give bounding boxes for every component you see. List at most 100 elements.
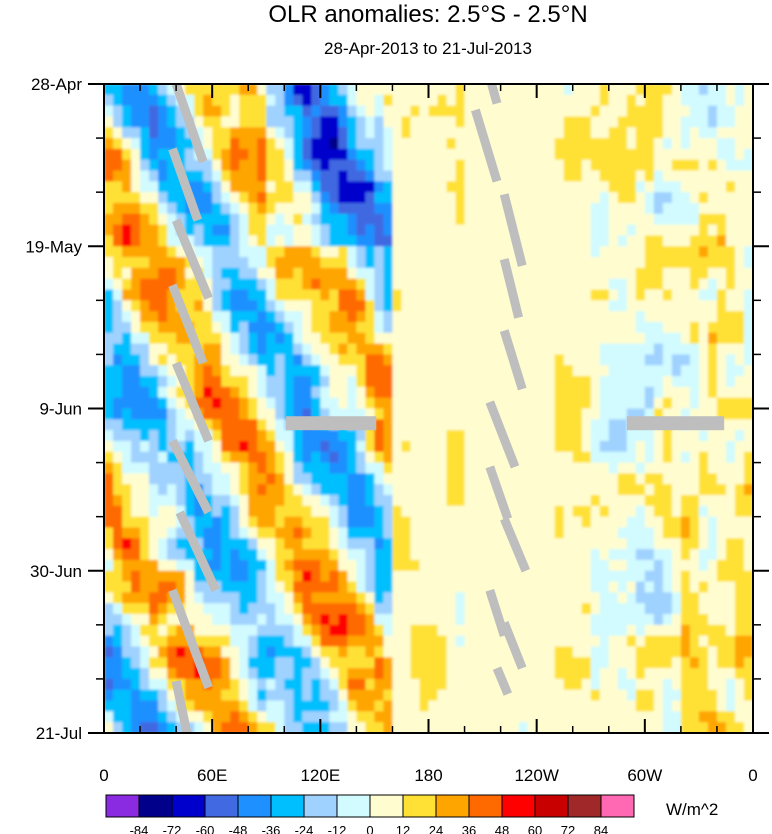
heatmap-cell bbox=[509, 397, 520, 410]
heatmap-cell bbox=[590, 473, 601, 485]
heatmap-cell bbox=[365, 462, 376, 474]
heatmap-cell bbox=[347, 689, 357, 702]
heatmap-cell bbox=[284, 235, 294, 247]
heatmap-cell bbox=[581, 365, 592, 377]
heatmap-cell bbox=[167, 192, 177, 204]
heatmap-cell bbox=[104, 159, 114, 172]
heatmap-cell bbox=[536, 138, 547, 150]
heatmap-cell bbox=[536, 354, 547, 366]
heatmap-cell bbox=[734, 246, 745, 258]
heatmap-cell bbox=[356, 527, 366, 539]
heatmap-cell bbox=[401, 202, 412, 215]
heatmap-cell bbox=[158, 624, 168, 637]
heatmap-cell bbox=[392, 689, 403, 702]
heatmap-cell bbox=[104, 94, 114, 107]
heatmap-cell bbox=[662, 289, 673, 301]
heatmap-cell bbox=[518, 462, 529, 474]
heatmap-cell bbox=[491, 462, 502, 474]
heatmap-cell bbox=[419, 722, 430, 733]
heatmap-cell bbox=[257, 235, 267, 247]
heatmap-cell bbox=[446, 376, 457, 388]
heatmap-cell bbox=[338, 624, 348, 637]
heatmap-cell bbox=[356, 473, 366, 485]
heatmap-cell bbox=[716, 332, 727, 345]
heatmap-cell bbox=[635, 321, 646, 334]
heatmap-cell bbox=[383, 94, 394, 107]
heatmap-cell bbox=[491, 722, 502, 733]
heatmap-cell bbox=[635, 646, 646, 658]
heatmap-cell bbox=[455, 170, 466, 182]
heatmap-cell bbox=[257, 603, 267, 615]
heatmap-cell bbox=[338, 451, 348, 464]
heatmap-cell bbox=[383, 224, 394, 237]
heatmap-cell bbox=[131, 559, 141, 572]
heatmap-cell bbox=[104, 538, 114, 550]
heatmap-cell bbox=[698, 505, 709, 518]
heatmap-cell bbox=[266, 332, 276, 345]
heatmap-cell bbox=[581, 148, 592, 161]
heatmap-cell bbox=[428, 365, 439, 377]
heatmap-cell bbox=[662, 592, 673, 604]
heatmap-cell bbox=[689, 516, 700, 529]
heatmap-cell bbox=[266, 495, 276, 507]
heatmap-cell bbox=[536, 451, 547, 464]
heatmap-cell bbox=[122, 430, 132, 442]
heatmap-cell bbox=[203, 614, 213, 626]
heatmap-cell bbox=[419, 603, 430, 615]
heatmap-cell bbox=[689, 332, 700, 345]
heatmap-cell bbox=[419, 159, 430, 172]
heatmap-cell bbox=[140, 181, 150, 193]
heatmap-cell bbox=[347, 624, 357, 637]
heatmap-cell bbox=[392, 278, 403, 291]
heatmap-cell bbox=[482, 408, 493, 420]
heatmap-cell bbox=[617, 332, 628, 345]
heatmap-cell bbox=[635, 300, 646, 312]
heatmap-cell bbox=[635, 159, 646, 172]
heatmap-cell bbox=[671, 224, 682, 237]
heatmap-cell bbox=[347, 538, 357, 550]
heatmap-cell bbox=[419, 689, 430, 702]
heatmap-cell bbox=[167, 657, 177, 669]
heatmap-cell bbox=[257, 213, 267, 226]
heatmap-cell bbox=[509, 202, 520, 215]
heatmap-cell bbox=[698, 581, 709, 593]
heatmap-cell bbox=[302, 321, 312, 334]
heatmap-cell bbox=[446, 516, 457, 529]
heatmap-cell bbox=[437, 397, 448, 410]
heatmap-cell bbox=[365, 430, 376, 442]
heatmap-cell bbox=[653, 267, 664, 280]
heatmap-cell bbox=[527, 202, 538, 215]
heatmap-cell bbox=[410, 170, 421, 182]
heatmap-cell bbox=[743, 473, 753, 485]
heatmap-cell bbox=[464, 657, 475, 669]
heatmap-cell bbox=[446, 614, 457, 626]
heatmap-cell bbox=[311, 224, 321, 237]
heatmap-cell bbox=[158, 343, 168, 356]
heatmap-cell bbox=[698, 105, 709, 118]
heatmap-cell bbox=[554, 311, 565, 323]
heatmap-cell bbox=[338, 581, 348, 593]
heatmap-cell bbox=[374, 646, 385, 658]
heatmap-cell bbox=[230, 549, 240, 561]
heatmap-cell bbox=[464, 592, 475, 604]
heatmap-cell bbox=[221, 700, 231, 712]
heatmap-cell bbox=[320, 624, 330, 637]
heatmap-cell bbox=[131, 689, 141, 702]
heatmap-cell bbox=[707, 386, 718, 399]
heatmap-cell bbox=[446, 354, 457, 366]
heatmap-cell bbox=[392, 311, 403, 323]
heatmap-cell bbox=[113, 257, 123, 269]
heatmap-cell bbox=[374, 495, 385, 507]
heatmap-cell bbox=[734, 451, 745, 464]
heatmap-cell bbox=[248, 289, 258, 301]
heatmap-cell bbox=[239, 516, 249, 529]
heatmap-cell bbox=[743, 581, 753, 593]
heatmap-cell bbox=[131, 202, 141, 215]
heatmap-cell bbox=[446, 700, 457, 712]
heatmap-cell bbox=[608, 430, 619, 442]
heatmap-cell bbox=[311, 181, 321, 193]
heatmap-cell bbox=[617, 581, 628, 593]
heatmap-cell bbox=[491, 549, 502, 561]
heatmap-cell bbox=[536, 516, 547, 529]
heatmap-cell bbox=[518, 105, 529, 118]
